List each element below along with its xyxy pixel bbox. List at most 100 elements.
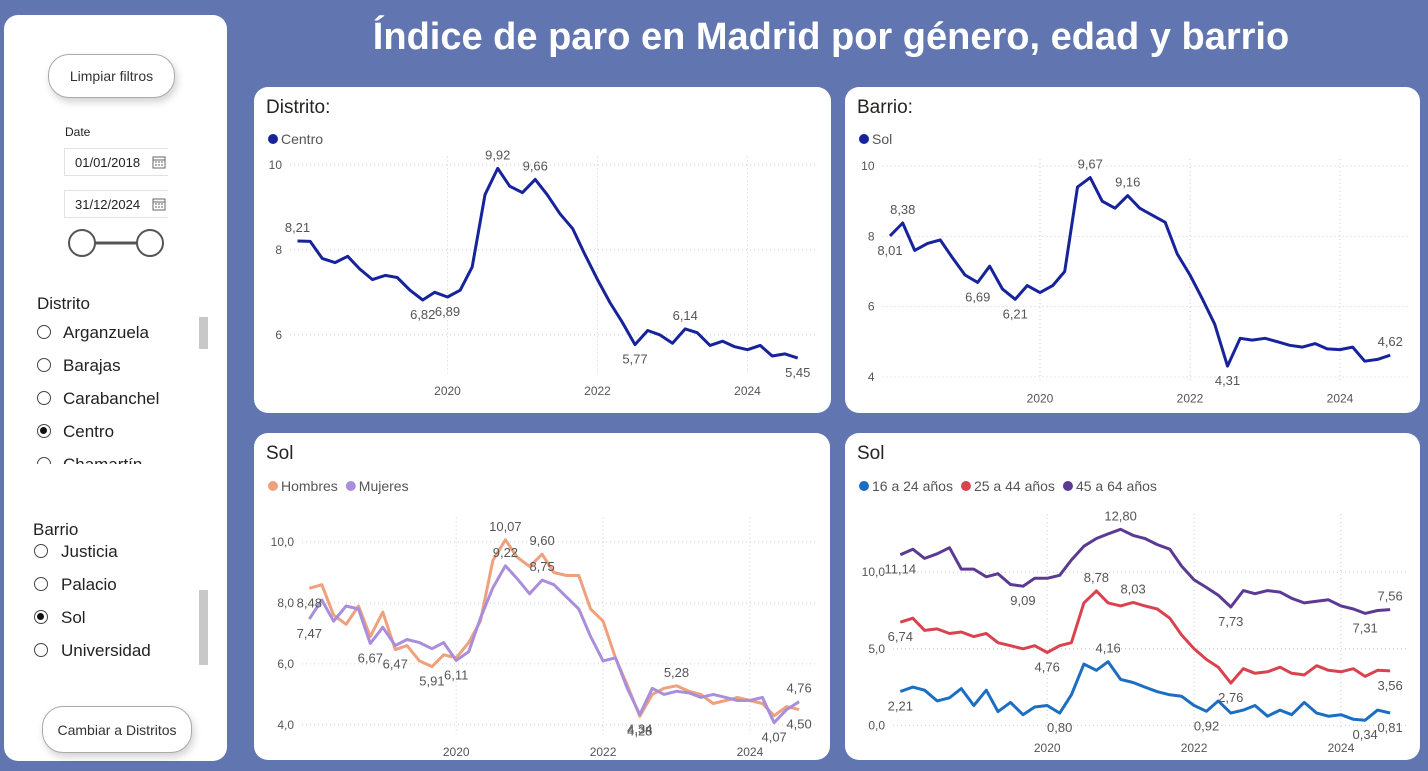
radio-button[interactable]	[37, 325, 51, 339]
y-tick-label: 8,0	[277, 596, 294, 610]
radio-option[interactable]: Arganzuela	[35, 321, 195, 345]
y-tick-label: 10,0	[862, 565, 886, 579]
data-label: 9,92	[485, 147, 510, 162]
clear-filters-button[interactable]: Limpiar filtros	[48, 54, 175, 98]
radio-button[interactable]	[37, 391, 51, 405]
radio-option[interactable]: Barajas	[35, 354, 195, 378]
chart: Sol 16 a 24 años 25 a 44 años 45 a 64 años 0…	[857, 443, 1407, 755]
date-end-input[interactable]: 31/12/2024	[64, 190, 168, 218]
radio-option[interactable]: Sol	[32, 606, 192, 630]
radio-button[interactable]	[37, 358, 51, 372]
y-tick-label: 8	[868, 229, 875, 243]
data-label: 8,38	[890, 202, 915, 217]
slider-handle[interactable]	[68, 229, 96, 257]
data-label: 5,45	[785, 365, 810, 380]
legend-label: Mujeres	[359, 478, 409, 494]
date-start-input[interactable]: 01/01/2018	[64, 148, 168, 176]
legend-marker	[268, 481, 278, 491]
radio-option[interactable]: Palacio	[32, 573, 192, 597]
barrio-title: Barrio	[33, 520, 79, 539]
chart-panel: Distrito: Centro 6 8 10 2020 2022 2024 8,21 6,82 6…	[254, 87, 831, 413]
data-label: 8,21	[285, 220, 310, 235]
data-label: 6,21	[1003, 306, 1028, 321]
data-label: 9,22	[493, 545, 518, 560]
radio-button[interactable]	[37, 424, 51, 438]
y-tick-label: 8	[275, 243, 282, 257]
data-label: 12,80	[1104, 508, 1137, 523]
radio-label: Justicia	[61, 542, 118, 561]
legend-label: Hombres	[281, 478, 338, 494]
date-slider[interactable]	[64, 226, 168, 260]
data-label: 4,28	[627, 723, 652, 738]
chart-title: Sol	[266, 443, 293, 464]
data-label: 4,76	[786, 681, 811, 696]
legend-marker	[268, 134, 278, 144]
data-label: 9,16	[1115, 175, 1140, 190]
line	[899, 589, 1391, 685]
radio-label: Arganzuela	[63, 323, 150, 342]
data-label: 6,14	[673, 308, 698, 323]
line	[899, 660, 1391, 722]
chart-panel: Sol 16 a 24 años 25 a 44 años 45 a 64 años 0…	[845, 433, 1420, 760]
data-label: 9,67	[1078, 157, 1103, 172]
radio-button[interactable]	[34, 643, 48, 657]
radio-button[interactable]	[34, 577, 48, 591]
y-tick-label: 6	[868, 300, 875, 314]
barrio-list: Justicia Palacio Sol Universidad	[32, 540, 192, 670]
legend-label: Centro	[281, 131, 323, 147]
data-label: 4,31	[1215, 373, 1240, 388]
legend-label: Sol	[872, 131, 892, 147]
page-title: Índice de paro en Madrid por género, eda…	[372, 16, 1290, 58]
y-tick-label: 10,0	[271, 535, 295, 549]
radio-button[interactable]	[34, 610, 48, 624]
scrollbar[interactable]	[199, 590, 208, 665]
radio-button[interactable]	[34, 544, 48, 558]
data-label: 2,76	[1218, 690, 1243, 705]
data-label: 4,07	[761, 730, 786, 745]
x-tick-label: 2020	[434, 384, 461, 398]
chart-title: Sol	[857, 443, 884, 464]
scrollbar[interactable]	[199, 317, 208, 349]
data-label: 6,69	[965, 289, 990, 304]
radio-option[interactable]: Carabanchel	[35, 387, 195, 411]
date-start: 01/01/2018	[75, 155, 141, 170]
y-tick-label: 4	[868, 370, 875, 384]
x-tick-label: 2024	[1327, 392, 1354, 406]
data-label: 6,82	[410, 307, 435, 322]
y-tick-label: 5,0	[868, 642, 885, 656]
data-label: 8,01	[877, 243, 902, 258]
radio-label: Palacio	[61, 575, 117, 594]
x-tick-label: 2022	[1181, 741, 1208, 755]
calendar-icon	[152, 198, 166, 211]
radio-option[interactable]: Chamartín	[35, 453, 195, 464]
x-tick-label: 2020	[1034, 741, 1061, 755]
data-label: 4,34	[627, 721, 652, 736]
x-tick-label: 2022	[584, 384, 611, 398]
radio-option[interactable]: Universidad	[32, 639, 192, 663]
switch-button[interactable]: Cambiar a Distritos	[42, 706, 192, 753]
y-tick-label: 10	[861, 159, 875, 173]
chart-panel: Sol Hombres Mujeres 4,0 6,0 8,0 10,0 2020 2022 20…	[254, 433, 830, 760]
data-label: 7,73	[1218, 614, 1243, 629]
chart: Sol Hombres Mujeres 4,0 6,0 8,0 10,0 2020 2022 20…	[266, 443, 816, 759]
line	[308, 564, 800, 725]
y-tick-label: 10	[269, 158, 283, 172]
line	[899, 527, 1391, 615]
x-tick-label: 2024	[734, 384, 761, 398]
x-tick-label: 2022	[590, 745, 617, 759]
data-label: 9,09	[1010, 593, 1035, 608]
y-tick-label: 0,0	[868, 718, 885, 732]
data-label: 5,91	[419, 674, 444, 689]
date-end: 31/12/2024	[75, 197, 141, 212]
data-label: 0,92	[1194, 718, 1219, 733]
legend-marker	[960, 481, 971, 491]
data-label: 4,76	[1035, 659, 1060, 674]
line	[888, 176, 1391, 368]
data-label: 3,56	[1377, 678, 1402, 693]
radio-option[interactable]: Justicia	[32, 540, 192, 564]
radio-option[interactable]: Centro	[35, 420, 195, 444]
slider-handle[interactable]	[136, 229, 164, 257]
radio-button[interactable]	[37, 457, 51, 464]
data-label: 6,89	[435, 304, 460, 319]
